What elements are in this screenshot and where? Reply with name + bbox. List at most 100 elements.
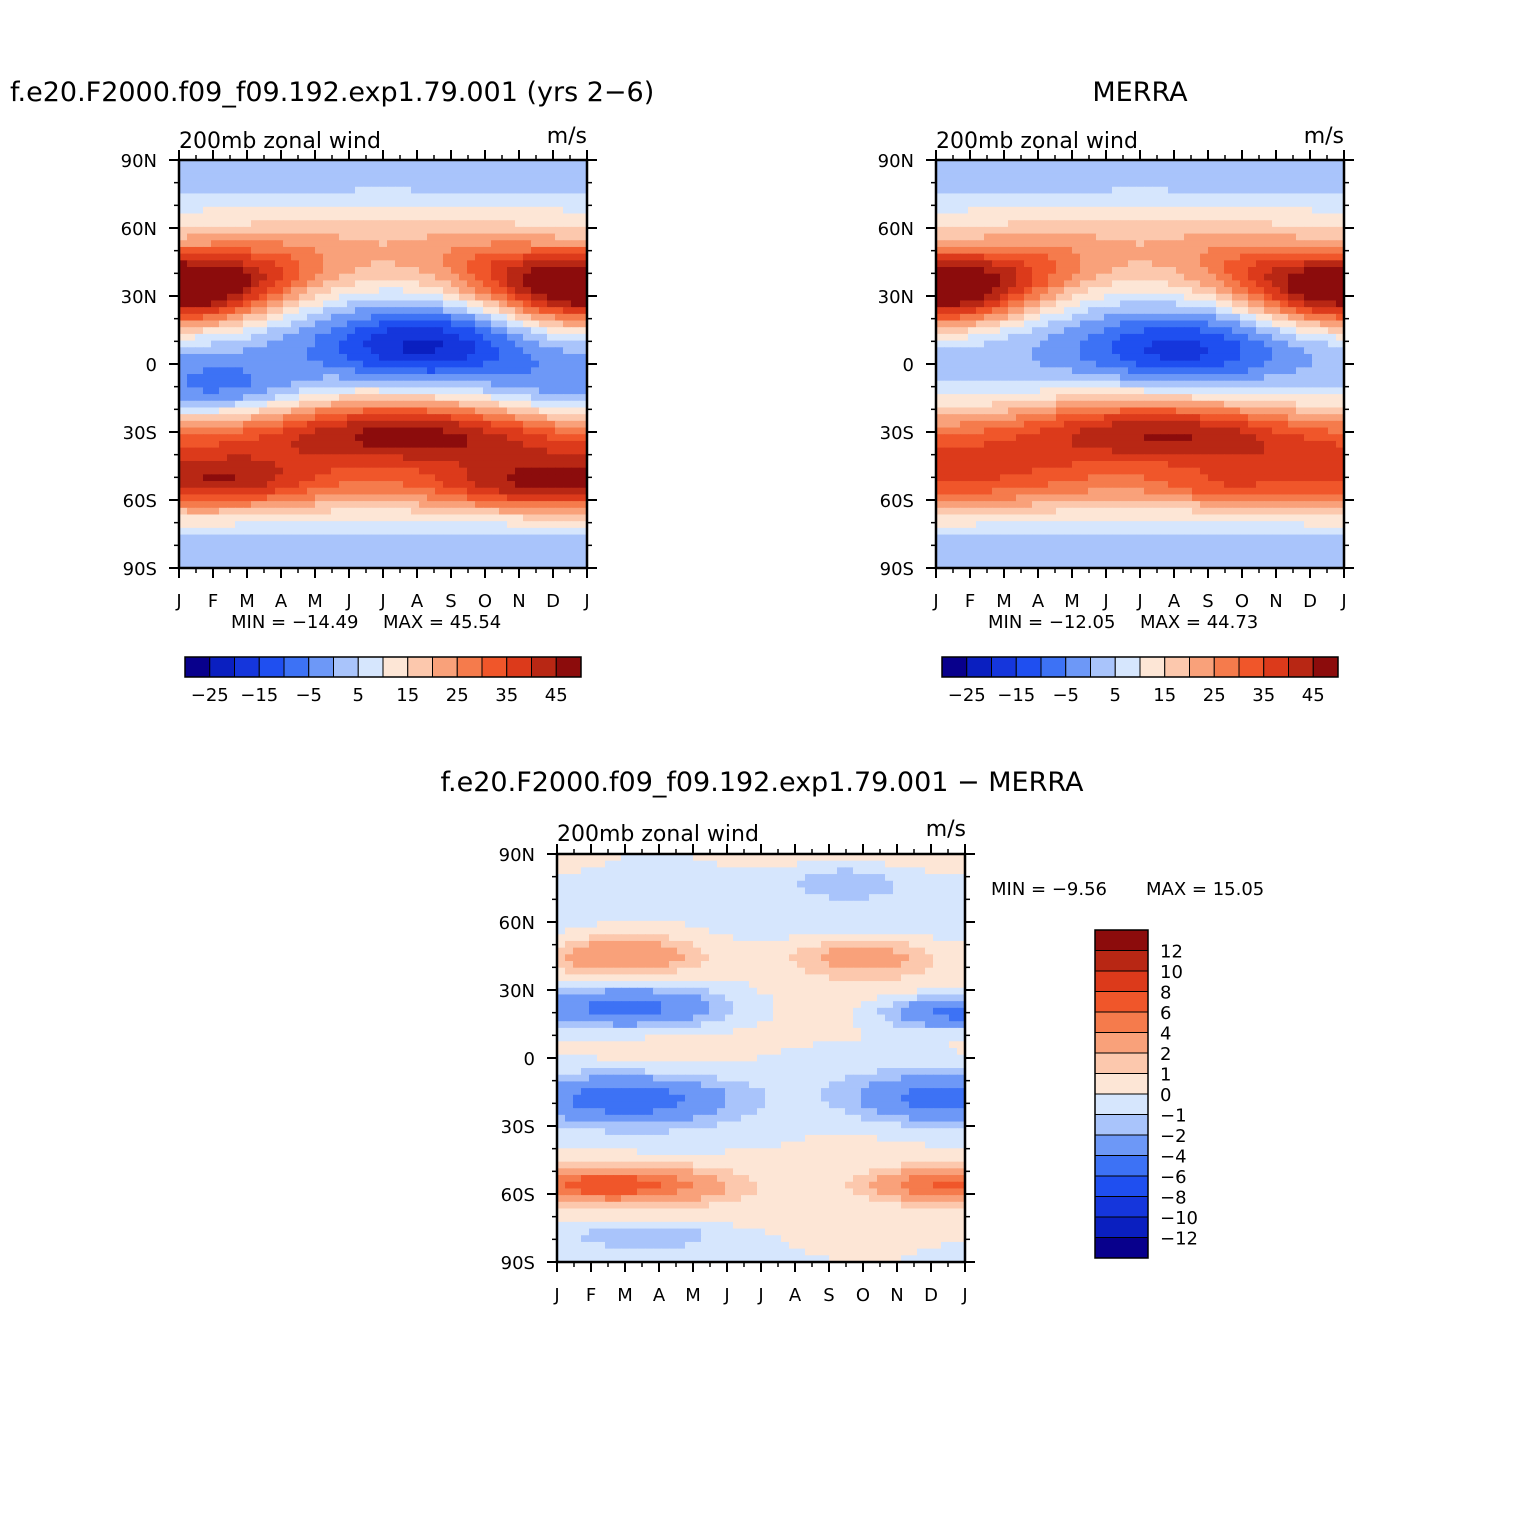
heatmap-cell (291, 434, 300, 442)
heatmap-cell (571, 320, 580, 328)
heatmap-cell (451, 213, 460, 221)
heatmap-cell (187, 240, 196, 248)
heatmap-cell (347, 347, 356, 355)
heatmap-cell (371, 173, 380, 181)
heatmap-cell (1320, 287, 1329, 295)
heatmap-cell (1208, 220, 1217, 228)
heatmap-cell (355, 193, 364, 201)
heatmap-cell (1272, 313, 1281, 322)
heatmap-cell (1040, 180, 1049, 188)
heatmap-cell (1312, 213, 1321, 221)
heatmap-cell (1176, 173, 1185, 181)
heatmap-cell (1056, 280, 1065, 288)
heatmap-cell (1216, 186, 1225, 195)
heatmap-cell (563, 360, 572, 368)
heatmap-cell (1304, 193, 1313, 201)
heatmap-cell (483, 534, 492, 542)
heatmap-cell (531, 467, 540, 475)
heatmap-cell (1072, 206, 1081, 215)
heatmap-cell (419, 253, 428, 261)
heatmap-cell (539, 200, 548, 208)
heatmap-cell (355, 206, 364, 215)
heatmap-cell (1136, 273, 1145, 281)
heatmap-cell (952, 166, 961, 174)
heatmap-cell (1064, 166, 1073, 174)
heatmap-cell (467, 427, 476, 435)
heatmap-cell (515, 447, 524, 455)
heatmap-cell (467, 434, 476, 442)
heatmap-cell (499, 460, 508, 469)
x-tick-label: J (175, 591, 181, 612)
heatmap-cell (531, 487, 540, 496)
heatmap-cell (1304, 273, 1313, 281)
heatmap-cell (235, 501, 244, 509)
heatmap-cell (1232, 320, 1241, 328)
heatmap-cell (459, 554, 468, 562)
heatmap-cell (515, 527, 524, 536)
heatmap-cell (571, 481, 580, 489)
heatmap-cell (1304, 226, 1313, 235)
heatmap-cell (475, 554, 484, 562)
heatmap-cell (952, 293, 961, 302)
heatmap-cell (1144, 267, 1153, 275)
heatmap-cell (539, 166, 548, 174)
heatmap-cell (579, 267, 587, 275)
heatmap-cell (379, 521, 388, 529)
heatmap-cell (1088, 260, 1097, 268)
heatmap-cell (267, 440, 276, 449)
heatmap-cell (227, 434, 236, 442)
heatmap-cell (1096, 353, 1105, 362)
heatmap-cell (259, 440, 268, 449)
heatmap-cell (491, 280, 500, 288)
heatmap-cell (1200, 367, 1209, 375)
heatmap-cell (339, 267, 348, 275)
heatmap-cell (259, 454, 268, 462)
heatmap-cell (211, 527, 220, 536)
heatmap-cell (339, 320, 348, 328)
heatmap-cell (1024, 293, 1033, 302)
heatmap-cell (387, 460, 396, 469)
heatmap-cell (1240, 213, 1249, 221)
heatmap-cell (1320, 193, 1329, 201)
heatmap-cell (1296, 220, 1305, 228)
heatmap-cell (1288, 374, 1297, 382)
heatmap-cell (411, 414, 420, 422)
heatmap-cell (203, 400, 212, 409)
heatmap-cell (936, 213, 945, 221)
heatmap-cell (227, 541, 236, 549)
heatmap-cell (992, 193, 1001, 201)
heatmap-cell (283, 447, 292, 455)
heatmap-cell (547, 246, 556, 255)
heatmap-cell (491, 427, 500, 435)
heatmap-cell (1256, 240, 1265, 248)
heatmap-cell (331, 494, 340, 502)
heatmap-cell (275, 333, 284, 342)
heatmap-cell (307, 547, 316, 556)
heatmap-cell (555, 547, 564, 556)
heatmap-cell (1304, 180, 1313, 188)
heatmap-cell (331, 387, 340, 395)
heatmap-cell (243, 267, 252, 275)
heatmap-cell (203, 200, 212, 208)
heatmap-cell (531, 427, 540, 435)
heatmap-cell (251, 420, 260, 429)
heatmap-cell (435, 240, 444, 248)
heatmap-cell (291, 554, 300, 562)
heatmap-cell (363, 173, 372, 181)
heatmap-cell (547, 541, 556, 549)
heatmap-cell (1200, 260, 1209, 268)
heatmap-cell (347, 180, 356, 188)
heatmap-cell (219, 166, 228, 174)
heatmap-cell (944, 193, 953, 201)
heatmap-cell (187, 494, 196, 502)
heatmap-cell (1024, 340, 1033, 348)
heatmap-cell (1056, 213, 1065, 221)
heatmap-cell (275, 547, 284, 556)
heatmap-cell (235, 160, 244, 168)
heatmap-cell (1288, 206, 1297, 215)
heatmap-cell (1128, 186, 1137, 195)
heatmap-cell (1280, 226, 1289, 235)
heatmap-cell (539, 507, 548, 516)
heatmap-cell (1056, 173, 1065, 181)
heatmap-cell (1192, 193, 1201, 201)
